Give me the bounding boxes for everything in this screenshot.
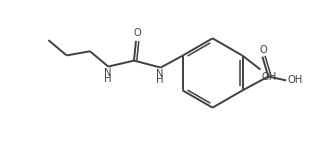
Text: O: O: [133, 28, 141, 38]
Text: H: H: [104, 75, 111, 85]
Text: OH: OH: [287, 75, 302, 85]
Text: N: N: [156, 69, 164, 78]
Text: H: H: [156, 75, 164, 86]
Text: N: N: [104, 68, 111, 78]
Text: OH: OH: [261, 72, 277, 82]
Text: O: O: [259, 45, 267, 55]
